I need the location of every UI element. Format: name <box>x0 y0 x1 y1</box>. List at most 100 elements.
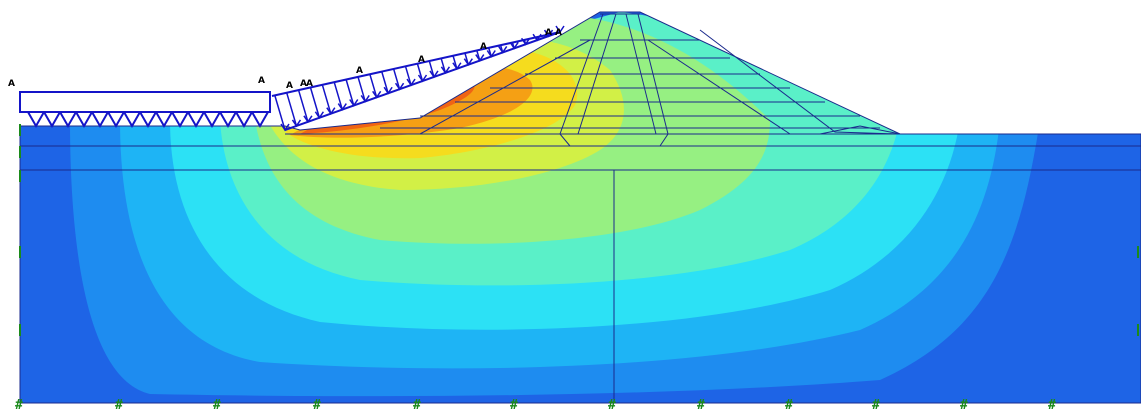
fixed-support-icon: # <box>608 398 616 410</box>
surcharge-load-box <box>19 91 271 113</box>
arrow-head-icon <box>486 50 496 58</box>
load-arrow-icon <box>286 93 298 127</box>
arrow-head-icon <box>440 66 451 75</box>
load-arrow-icon <box>219 111 237 129</box>
arrow-head-icon <box>314 111 324 120</box>
fixed-support-icon: # <box>785 398 793 410</box>
load-marker-label: A <box>306 79 313 89</box>
fixed-support-icon: # <box>213 398 221 410</box>
side-support-icon <box>19 324 21 336</box>
arrow-head-icon <box>303 115 313 124</box>
core-right-outer <box>637 13 669 147</box>
slope-arrows <box>274 25 565 132</box>
mesh-lines <box>19 11 1141 404</box>
core-left-outer <box>559 13 604 147</box>
load-arrow-icon <box>123 111 141 129</box>
arrow-head-icon <box>543 29 554 38</box>
load-marker-label: A <box>545 28 552 38</box>
load-marker-label: A <box>258 76 265 86</box>
load-arrow-icon <box>187 111 205 129</box>
load-arrow-icon <box>171 111 189 129</box>
load-arrow-icon <box>393 69 401 90</box>
load-marker-label: A <box>555 28 562 38</box>
toe-berm <box>819 125 901 135</box>
load-marker-label: A <box>286 81 293 91</box>
load-arrow-icon <box>345 79 355 106</box>
arrow-head-icon <box>291 119 302 128</box>
load-arrow-icon <box>321 85 332 114</box>
fixed-support-icon: # <box>1048 398 1056 410</box>
load-arrow-icon <box>381 71 389 94</box>
fixity-marks: # # # # # # # # # # # # <box>15 124 1139 410</box>
load-arrow-icon <box>155 111 173 129</box>
arrow-head-icon <box>394 82 405 91</box>
arrow-head-icon <box>521 37 531 46</box>
upstream-filter <box>419 39 591 135</box>
load-arrow-icon <box>309 87 321 118</box>
fixed-support-icon: # <box>697 398 705 410</box>
load-arrow-icon <box>59 111 77 129</box>
side-support-icon <box>1137 324 1139 336</box>
arrow-head-icon <box>372 90 382 99</box>
fixed-support-icon: # <box>413 398 421 410</box>
arrow-head-icon <box>417 74 428 83</box>
load-arrow-icon <box>274 95 286 131</box>
load-arrow-icon <box>139 111 157 129</box>
arrow-head-icon <box>429 70 439 79</box>
arrow-head-icon <box>452 62 462 71</box>
downstream-shell <box>699 29 901 135</box>
fixed-support-icon: # <box>313 398 321 410</box>
arrow-head-icon <box>555 25 565 34</box>
side-support-icon <box>19 146 21 158</box>
side-support-icon <box>19 124 21 136</box>
downstream-filter <box>647 39 791 135</box>
load-arrow-icon <box>107 111 125 129</box>
model-outline <box>19 11 1141 404</box>
arrow-head-icon <box>383 86 393 95</box>
arrow-head-icon <box>337 103 347 111</box>
load-marker-label: A <box>480 42 487 52</box>
load-arrow-icon <box>298 90 309 123</box>
side-support-icon <box>19 170 21 182</box>
arrow-head-icon <box>280 123 290 132</box>
load-marker-label: A <box>8 79 15 89</box>
load-arrow-icon <box>404 66 412 86</box>
load-arrow-icon <box>43 111 61 129</box>
arrow-head-icon <box>360 95 370 103</box>
side-support-icon <box>19 246 21 258</box>
fixed-support-icon: # <box>510 398 518 410</box>
load-arrow-icon <box>333 82 344 110</box>
core-left-inner <box>577 13 617 135</box>
slope-load-top <box>271 31 561 97</box>
fixed-support-icon: # <box>15 398 23 410</box>
load-arrow-icon <box>369 74 378 98</box>
fixed-support-icon: # <box>960 398 968 410</box>
load-arrow-icon <box>203 111 221 129</box>
arrow-head-icon <box>326 107 336 116</box>
fixed-support-icon: # <box>872 398 880 410</box>
arrow-head-icon <box>475 54 485 62</box>
load-marker-label: A <box>418 55 425 65</box>
side-support-icon <box>1137 246 1139 258</box>
arrow-head-icon <box>463 58 473 67</box>
load-arrow-icon <box>428 61 435 78</box>
arrow-head-icon <box>532 33 542 42</box>
arrow-head-icon <box>349 99 359 107</box>
arrow-head-icon <box>406 78 416 87</box>
arrow-head-icon <box>509 41 519 50</box>
load-arrow-icon <box>251 111 269 129</box>
load-marker-label: A <box>300 79 307 89</box>
distributed-loads <box>19 25 565 132</box>
load-arrow-icon <box>235 111 253 129</box>
arrow-head-icon <box>498 46 508 54</box>
load-arrow-icon <box>27 111 45 129</box>
load-arrow-icon <box>75 111 93 129</box>
surcharge-arrows <box>27 111 269 129</box>
core-right-inner <box>625 13 657 135</box>
load-arrow-icon <box>91 111 109 129</box>
fixed-support-icon: # <box>115 398 123 410</box>
load-arrow-icon <box>357 77 366 102</box>
